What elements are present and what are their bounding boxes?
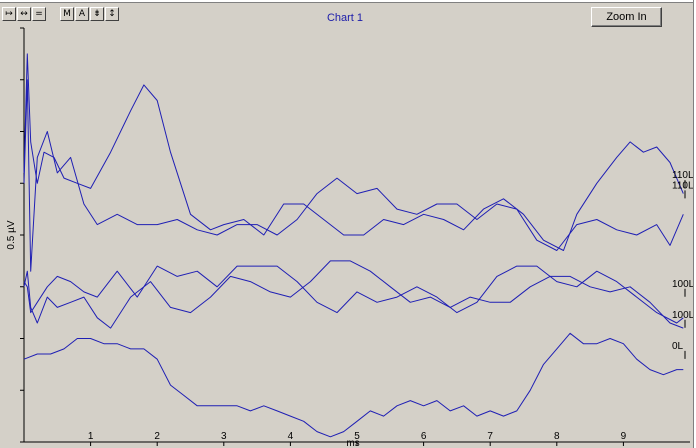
x-tick-label: 9 xyxy=(621,431,627,442)
trace-label: 0L xyxy=(672,341,684,352)
expand-vertical-button[interactable]: ↕ xyxy=(105,7,119,21)
top-border xyxy=(0,0,696,3)
x-axis-label: ms xyxy=(346,438,359,448)
zoom-in-button[interactable]: Zoom In xyxy=(591,7,662,27)
auto-scale-button[interactable]: A xyxy=(75,7,89,21)
compress-vertical-button[interactable]: ⇟ xyxy=(90,7,104,21)
chart-axes: 1 2 3 4 5 6 7 8 9 ms 0.5 µV xyxy=(6,27,690,448)
x-tick-label: 3 xyxy=(221,431,227,442)
y-axis-label: 0.5 µV xyxy=(6,220,17,249)
x-tick-label: 4 xyxy=(288,431,294,442)
trace-line-4 xyxy=(23,265,684,324)
x-tick-label: 1 xyxy=(88,431,94,442)
right-scrollbar-edge[interactable] xyxy=(693,0,696,448)
chart-title: Chart 1 xyxy=(326,12,364,24)
reset-button[interactable]: = xyxy=(32,7,46,21)
trace-label: 100L xyxy=(672,310,693,321)
x-tick-label: 2 xyxy=(154,431,160,442)
x-tick-label: 8 xyxy=(554,431,560,442)
x-tick-label: 5 xyxy=(354,431,360,442)
expand-horizontal-button[interactable]: ↔ xyxy=(17,7,31,21)
x-tick-label: 7 xyxy=(487,431,493,442)
marker-button[interactable]: M xyxy=(60,7,74,21)
trace-line-2 xyxy=(23,79,684,272)
trace-label: 100L xyxy=(672,279,693,290)
trace-line-3 xyxy=(23,260,684,329)
trace-line-1 xyxy=(23,53,684,251)
x-tick-label: 6 xyxy=(421,431,427,442)
chart-toolbar: ↦ ↔ = M A ⇟ ↕ xyxy=(2,7,119,21)
toolbar-group-view: ↦ ↔ = xyxy=(2,7,46,21)
trace-label: 110L xyxy=(672,180,693,191)
trace-label: 110L xyxy=(672,170,693,181)
trace-line-5 xyxy=(23,332,684,438)
toolbar-group-scale: M A ⇟ ↕ xyxy=(60,7,119,21)
fit-width-button[interactable]: ↦ xyxy=(2,7,16,21)
chart-traces xyxy=(23,53,684,438)
